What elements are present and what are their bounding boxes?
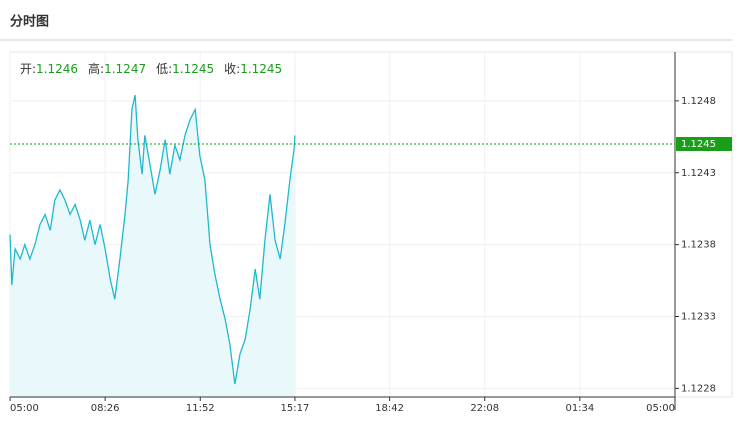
x-tick-label: 05:00 bbox=[10, 403, 39, 414]
x-tick-label: 01:34 bbox=[565, 403, 594, 414]
y-tick-label: 1.1248 bbox=[681, 96, 716, 107]
y-tick-label: 1.1238 bbox=[681, 240, 716, 251]
x-tick-label: 18:42 bbox=[375, 403, 404, 414]
ohlc-value: 1.1245 bbox=[240, 62, 282, 76]
x-tick-label: 05:00 bbox=[646, 403, 675, 414]
y-tick-label: 1.1233 bbox=[681, 312, 716, 323]
current-price-label: 1.1245 bbox=[681, 139, 716, 150]
panel-title: 分时图 bbox=[10, 14, 49, 30]
ohlc-value: 1.1247 bbox=[104, 62, 146, 76]
x-tick-label: 11:52 bbox=[186, 403, 215, 414]
ohlc-value: 1.1245 bbox=[172, 62, 214, 76]
y-tick-label: 1.1228 bbox=[681, 383, 716, 394]
current-price-tag bbox=[676, 137, 732, 151]
x-tick-label: 08:26 bbox=[91, 403, 120, 414]
y-tick-label: 1.1243 bbox=[681, 168, 716, 179]
price-area bbox=[10, 95, 295, 397]
ohlc-value: 1.1246 bbox=[36, 62, 78, 76]
ohlc-label: 高: bbox=[88, 61, 104, 76]
ohlc-info: 开:1.1246 高:1.1247 低:1.1245 收:1.1245 bbox=[20, 61, 282, 76]
price-line bbox=[9, 94, 296, 385]
ohlc-label: 收: bbox=[224, 62, 240, 76]
ohlc-label: 低: bbox=[156, 62, 172, 76]
x-tick-label: 22:08 bbox=[470, 403, 499, 414]
ohlc-label: 开: bbox=[20, 62, 36, 76]
x-tick-label: 15:17 bbox=[281, 403, 310, 414]
